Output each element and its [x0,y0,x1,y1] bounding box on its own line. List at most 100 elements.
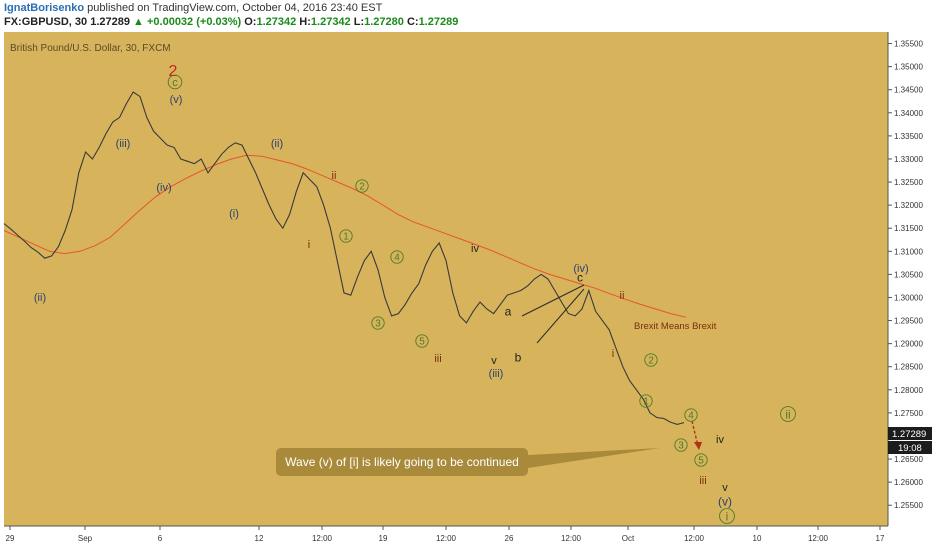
wave-label-ring [694,453,708,467]
wave-label-text: (iv) [156,182,171,194]
author-name[interactable]: IgnatBorisenko [4,2,85,14]
wave-label-w-iii1: (iii) [116,138,131,150]
open-value: 1.27342 [256,16,297,28]
wave-label-text: (iv) [573,263,588,275]
wave-label-w-i-small: i [308,239,310,251]
y-tick-label: 1.27500 [894,409,923,418]
price-tag [888,427,932,440]
wave-label-text: 5 [419,337,425,348]
y-tick-label: 1.35500 [894,40,923,49]
wave-label-w-iii-paren: (iii) [489,368,504,380]
y-tick-label: 1.30500 [894,270,923,279]
x-tick-label: Sep [78,534,93,543]
wave-label-w-v1: (v) [170,94,183,106]
wave-label-ring [371,316,385,330]
publish-line: IgnatBorisenko published on TradingView.… [4,2,382,14]
wave-label-ring [674,438,688,452]
wave-label-text: ii [620,290,625,302]
wave-label-text: ii [785,407,790,421]
wave-label-w-v-small: v [491,355,497,367]
wave-label-w-iii-small2: iii [699,475,706,487]
wave-label-text: i [612,348,614,360]
wave-label-text: 4 [394,253,400,264]
y-tick-label: 1.34500 [894,86,923,95]
y-tick-label: 1.34000 [894,109,923,118]
wave-label-ring [639,394,653,408]
wave-label-text: 5 [698,456,704,467]
y-tick-label: 1.29500 [894,317,923,326]
wave-label-w-ii-small: ii [332,170,337,182]
wave-label-text: (v) [170,94,183,106]
wave-label-text: (iii) [116,138,131,150]
wave-label-text: v [722,482,728,494]
wave-label-text: iv [471,243,479,255]
projection-arrow-head [694,442,702,450]
callout-pointer [528,448,660,468]
published-text: published on TradingView.com, October 04… [87,2,383,14]
wave-label-text: 2 [359,182,365,193]
last-price: 1.27289 [90,16,130,28]
y-tick-label: 1.31000 [894,247,923,256]
y-tick-label: 1.35000 [894,63,923,72]
close-value: 1.27289 [418,16,459,28]
time-axis [0,526,932,550]
y-tick-label: 1.28000 [894,386,923,395]
wave-label-ring [719,508,735,524]
callout-text: Wave (v) of [i] is likely going to be co… [285,455,519,469]
wave-label-text: i [726,509,729,523]
wave-label-w-iv-small2: iv [716,434,724,446]
wave-label-text: (ii) [34,292,46,304]
y-tick-label: 1.33000 [894,155,923,164]
wave-label-w-iv-small: iv [471,243,479,255]
wave-label-w-2: 2 [169,63,178,80]
wave-label-ring [644,353,658,367]
wave-label-w-iii-small: iii [434,353,441,365]
wave-label-ring [339,229,353,243]
wave-label-w-1-circ2: 1 [639,394,653,408]
wave-label-w-c: c [577,270,583,284]
wave-label-text: (ii) [271,138,283,150]
y-tick-label: 1.33500 [894,132,923,141]
wave-label-text: 3 [375,319,381,330]
wave-label-w-1-circ: 1 [339,229,353,243]
time-tag-text: 19:08 [898,443,922,454]
x-tick-label: 12:00 [436,534,457,543]
wave-label-text: (i) [229,208,239,220]
y-tick-label: 1.26000 [894,478,923,487]
wave-label-w-iv-paren: (iv) [573,263,588,275]
x-tick-label: 12:00 [312,534,333,543]
change-value: +0.00032 (+0.03%) [146,16,242,28]
wave-label-text: iii [434,353,441,365]
wave-label-w-5-circ2: 5 [694,453,708,467]
wave-label-w-v-paren: (v) [718,494,732,508]
wave-label-text: (v) [718,494,732,508]
callout-box [276,448,528,476]
wedge-lines [521,284,585,344]
y-tick-label: 1.25500 [894,501,923,510]
projection-arrow [691,420,699,447]
wave-label-w-i1: (i) [229,208,239,220]
chart-background [4,32,888,526]
wave-label-text: v [491,355,497,367]
wave-label-text: c [172,77,178,89]
y-tick-label: 1.32500 [894,178,923,187]
symbol-label: FX:GBPUSD, 30 [4,16,88,28]
wave-label-ring [780,406,796,422]
wave-label-w-ii-circ: ii [780,406,796,422]
wave-label-text: 1 [343,232,349,243]
wave-label-text: a [505,304,512,318]
x-tick-label: 12 [255,534,264,543]
wave-label-text: ii [332,170,337,182]
wave-label-ring [684,408,698,422]
y-tick-label: 1.26500 [894,455,923,464]
price-line [3,91,685,425]
wave-label-w-ii-small2: ii [620,290,625,302]
wave-label-text: iv [716,434,724,446]
y-tick-label: 1.30000 [894,293,923,302]
moving-average-line [3,154,687,318]
time-tag [888,441,932,454]
x-tick-label: 6 [158,534,163,543]
up-triangle-icon: ▲ [133,16,144,28]
wave-label-ring [167,74,183,90]
